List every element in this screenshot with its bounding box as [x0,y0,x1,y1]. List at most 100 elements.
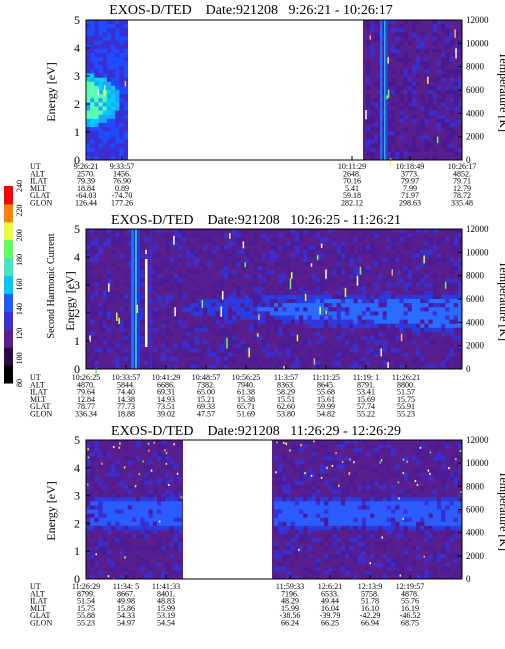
spectrogram-cell [390,311,396,316]
spectrogram-cell [106,122,112,128]
spectrogram-cell [219,245,225,250]
spectrogram-cell [453,282,459,287]
spectrogram-cell [420,303,425,308]
spectrogram-cell [86,550,91,555]
spectrogram-cell [441,315,446,320]
spectrogram-cell [395,307,400,312]
spectrogram-cell [424,452,429,457]
spectrogram-cell [395,505,400,510]
y2-tick-label: 8000 [466,481,485,491]
spectrogram-cell [94,24,99,29]
spectrogram-cell [370,307,375,312]
spectrogram-cell [390,513,396,518]
spectrogram-cell [328,352,333,357]
spectrogram-cell [453,69,459,74]
spectrogram-cell [457,501,463,506]
spectrogram-cell [407,241,413,246]
spectrogram-cell [94,151,99,157]
orbit-value: 55.23 [77,619,95,628]
spectrogram-cell [445,90,450,95]
spectrogram-cell [307,484,312,490]
spectrogram-cell [90,452,95,457]
spectrogram-cell [424,331,429,337]
spectrogram-cell [424,294,429,300]
spectrogram-cell [378,303,383,308]
spectrogram-cell [345,493,350,498]
spectrogram-cell [90,20,95,25]
spectrogram-cell [411,294,417,300]
spectrogram-cell [106,131,112,136]
spectrogram-cell [374,20,379,25]
spectrogram-cell [290,521,296,527]
spectrogram-cell [386,311,392,316]
spectrogram-cell [345,253,350,259]
spectrogram-cell [340,270,346,275]
spectrogram-cell [353,574,358,580]
spectrogram-cell [445,525,450,531]
spectrogram-cell [382,509,388,514]
spectrogram-cell [378,513,383,518]
spectrogram-cell [248,311,254,316]
spectrogram-cell [111,509,116,514]
spectrogram-cell [198,303,204,308]
spectrogram-cell [282,493,287,498]
spectrogram-cell [441,98,446,103]
spectrogram-cell [127,513,133,518]
spectrogram-cell [303,311,308,316]
spectrogram-cell [111,44,116,50]
spectrogram-cell [336,253,342,259]
spectrogram-cell [286,336,292,341]
spectrogram-cell [86,509,91,514]
spectrogram-cell [123,501,129,506]
spectrogram-cell [370,249,375,255]
spectrogram-cell [98,278,104,283]
spectrogram-cell [215,360,220,366]
colorbar-tick-label: 100 [15,352,24,364]
spectrogram-cell [274,525,279,531]
spectrogram-cell [140,558,145,563]
spectrogram-cell [98,40,104,46]
spectrogram-cell [244,311,250,316]
spectrogram-cell [102,448,108,453]
spectrogram-cell [424,311,429,316]
spectrogram-cell [94,114,99,120]
spectrogram-cell [386,274,392,279]
spectrogram-cell [357,249,363,255]
spectrogram-cell [86,261,91,267]
spectrogram-cell [278,554,283,559]
spectrogram-cell [336,261,342,267]
spectrogram-cell [111,315,116,320]
spectrogram-cell [386,253,392,259]
spectrogram-cell [173,229,179,234]
spectrogram-cell [123,48,129,54]
spectrogram-cell [457,282,463,287]
spectrogram-cell [253,299,258,304]
spectrogram-cell [106,94,112,99]
spectrogram-cell [98,501,104,506]
spectrogram-cell [365,294,371,300]
spectrogram-cell [131,364,137,370]
temperature-mark [282,441,285,444]
spectrogram-cell [299,509,304,514]
spectrogram-cell [382,456,388,461]
spectrogram-cell [282,484,287,490]
spectrogram-cell [102,294,108,300]
spectrogram-cell [411,65,417,70]
spectrogram-cell [349,319,354,325]
data-gap [183,439,272,580]
spectrogram-cell [386,299,392,304]
spectrogram-cell [303,517,308,523]
spectrogram-cell [370,513,375,518]
spectrogram-cell [115,20,120,25]
spectrogram-cell [374,521,379,527]
orbit-value: 15.38 [237,395,255,404]
orbit-value: 11:19: 1 [353,373,379,382]
spectrogram-cell [173,566,179,572]
spectrogram-cell [370,52,375,58]
spectrogram-cell [157,513,162,518]
spectrogram-cell [386,319,392,325]
spectrogram-cell [157,546,162,551]
spectrogram-cell [420,509,425,514]
spectrogram-cell [319,286,325,292]
spectrogram-cell [194,311,200,316]
